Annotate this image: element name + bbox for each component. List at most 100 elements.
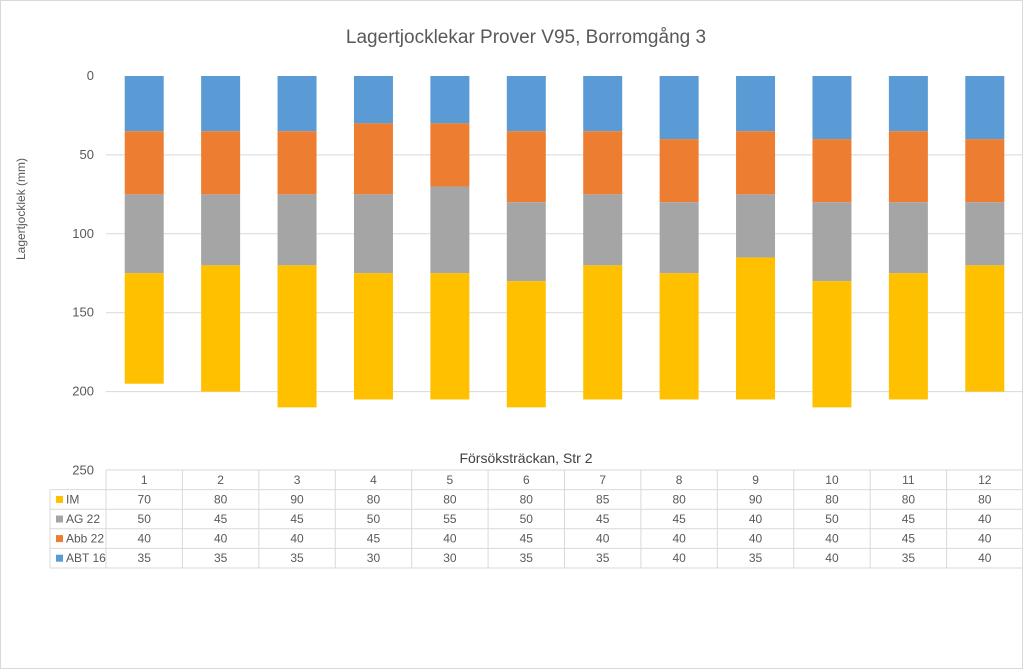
y-tick-label: 50 (80, 147, 94, 162)
y-tick-label: 0 (87, 68, 94, 83)
bar-segment (430, 186, 470, 274)
data-label: 80 (367, 492, 381, 506)
x-tick-label: 5 (447, 473, 454, 487)
x-tick-label: 1 (141, 473, 148, 487)
data-label: 45 (367, 532, 381, 546)
data-label: 80 (672, 492, 686, 506)
bar-segment (583, 194, 623, 266)
bar-segment (812, 76, 852, 140)
data-label: 35 (749, 551, 763, 565)
bar-segment (583, 76, 623, 132)
data-label: 80 (520, 492, 534, 506)
bar-segment (659, 139, 699, 203)
data-label: 35 (596, 551, 610, 565)
bar-segment (659, 202, 699, 274)
data-label: 40 (825, 551, 839, 565)
data-label: 30 (367, 551, 381, 565)
legend-label: ABT 16 (66, 551, 106, 565)
bar-segment (353, 76, 393, 124)
bar-segment (888, 273, 928, 400)
x-axis-label: Försöksträckan, Str 2 (459, 450, 592, 466)
y-axis-label: Lagertjocklek (mm) (14, 158, 28, 260)
data-label: 40 (443, 532, 457, 546)
data-label: 40 (672, 551, 686, 565)
bar-segment (583, 131, 623, 195)
legend-label: AG 22 (66, 512, 100, 526)
x-tick-label: 3 (294, 473, 301, 487)
data-label: 35 (138, 551, 152, 565)
bar-segment (965, 139, 1005, 203)
bar-segment (583, 265, 623, 400)
bar-segment (659, 273, 699, 400)
bar-segment (506, 281, 546, 408)
legend-swatch (56, 554, 63, 562)
bar-segment (506, 131, 546, 203)
x-tick-label: 4 (370, 473, 377, 487)
bar-segment (506, 202, 546, 282)
x-tick-label: 12 (978, 473, 992, 487)
data-label: 45 (672, 512, 686, 526)
bar-segment (736, 131, 776, 195)
data-label: 35 (902, 551, 916, 565)
data-label: 40 (978, 551, 992, 565)
data-label: 90 (749, 492, 763, 506)
data-label: 40 (978, 532, 992, 546)
bars (124, 76, 1005, 408)
bar-segment (659, 76, 699, 140)
data-label: 40 (596, 532, 610, 546)
data-label: 85 (596, 492, 610, 506)
bar-segment (201, 265, 241, 392)
y-axis-ticks: 0 50 100 150 200 250 (72, 68, 94, 478)
legend-swatch (56, 495, 63, 503)
x-tick-label: 9 (752, 473, 759, 487)
data-label: 40 (825, 532, 839, 546)
bar-segment (812, 139, 852, 203)
gridlines (106, 154, 1023, 393)
data-label: 80 (825, 492, 839, 506)
bar-segment (124, 194, 164, 274)
x-tick-label: 7 (599, 473, 606, 487)
bar-segment (965, 202, 1005, 266)
y-tick-label: 250 (72, 463, 94, 478)
bar-segment (430, 273, 470, 400)
bar-segment (124, 273, 164, 384)
data-label: 90 (290, 492, 304, 506)
data-label: 80 (978, 492, 992, 506)
data-label: 50 (825, 512, 839, 526)
data-label: 45 (290, 512, 304, 526)
bar-segment (888, 131, 928, 203)
bar-segment (812, 202, 852, 282)
data-label: 40 (749, 512, 763, 526)
data-label: 50 (367, 512, 381, 526)
data-label: 35 (214, 551, 228, 565)
bar-segment (965, 76, 1005, 140)
data-label: 45 (596, 512, 610, 526)
data-label: 40 (672, 532, 686, 546)
data-label: 80 (214, 492, 228, 506)
bar-segment (277, 76, 317, 132)
data-label: 45 (520, 532, 534, 546)
y-tick-label: 150 (72, 305, 94, 320)
x-tick-label: 8 (676, 473, 683, 487)
legend-swatch (56, 535, 63, 543)
data-label: 40 (138, 532, 152, 546)
y-tick-label: 100 (72, 226, 94, 241)
legend-label: Abb 22 (66, 532, 104, 546)
bar-segment (277, 131, 317, 195)
data-label: 40 (214, 532, 228, 546)
data-label: 80 (902, 492, 916, 506)
data-label: 50 (520, 512, 534, 526)
bar-segment (506, 76, 546, 132)
data-label: 40 (290, 532, 304, 546)
bar-segment (277, 265, 317, 408)
legend-label: IM (66, 492, 79, 506)
bar-segment (736, 257, 776, 400)
bar-segment (430, 76, 470, 124)
data-label: 55 (443, 512, 457, 526)
x-tick-label: 10 (825, 473, 839, 487)
bar-segment (201, 76, 241, 132)
bar-segment (353, 194, 393, 274)
data-label: 45 (902, 512, 916, 526)
bar-segment (201, 194, 241, 266)
